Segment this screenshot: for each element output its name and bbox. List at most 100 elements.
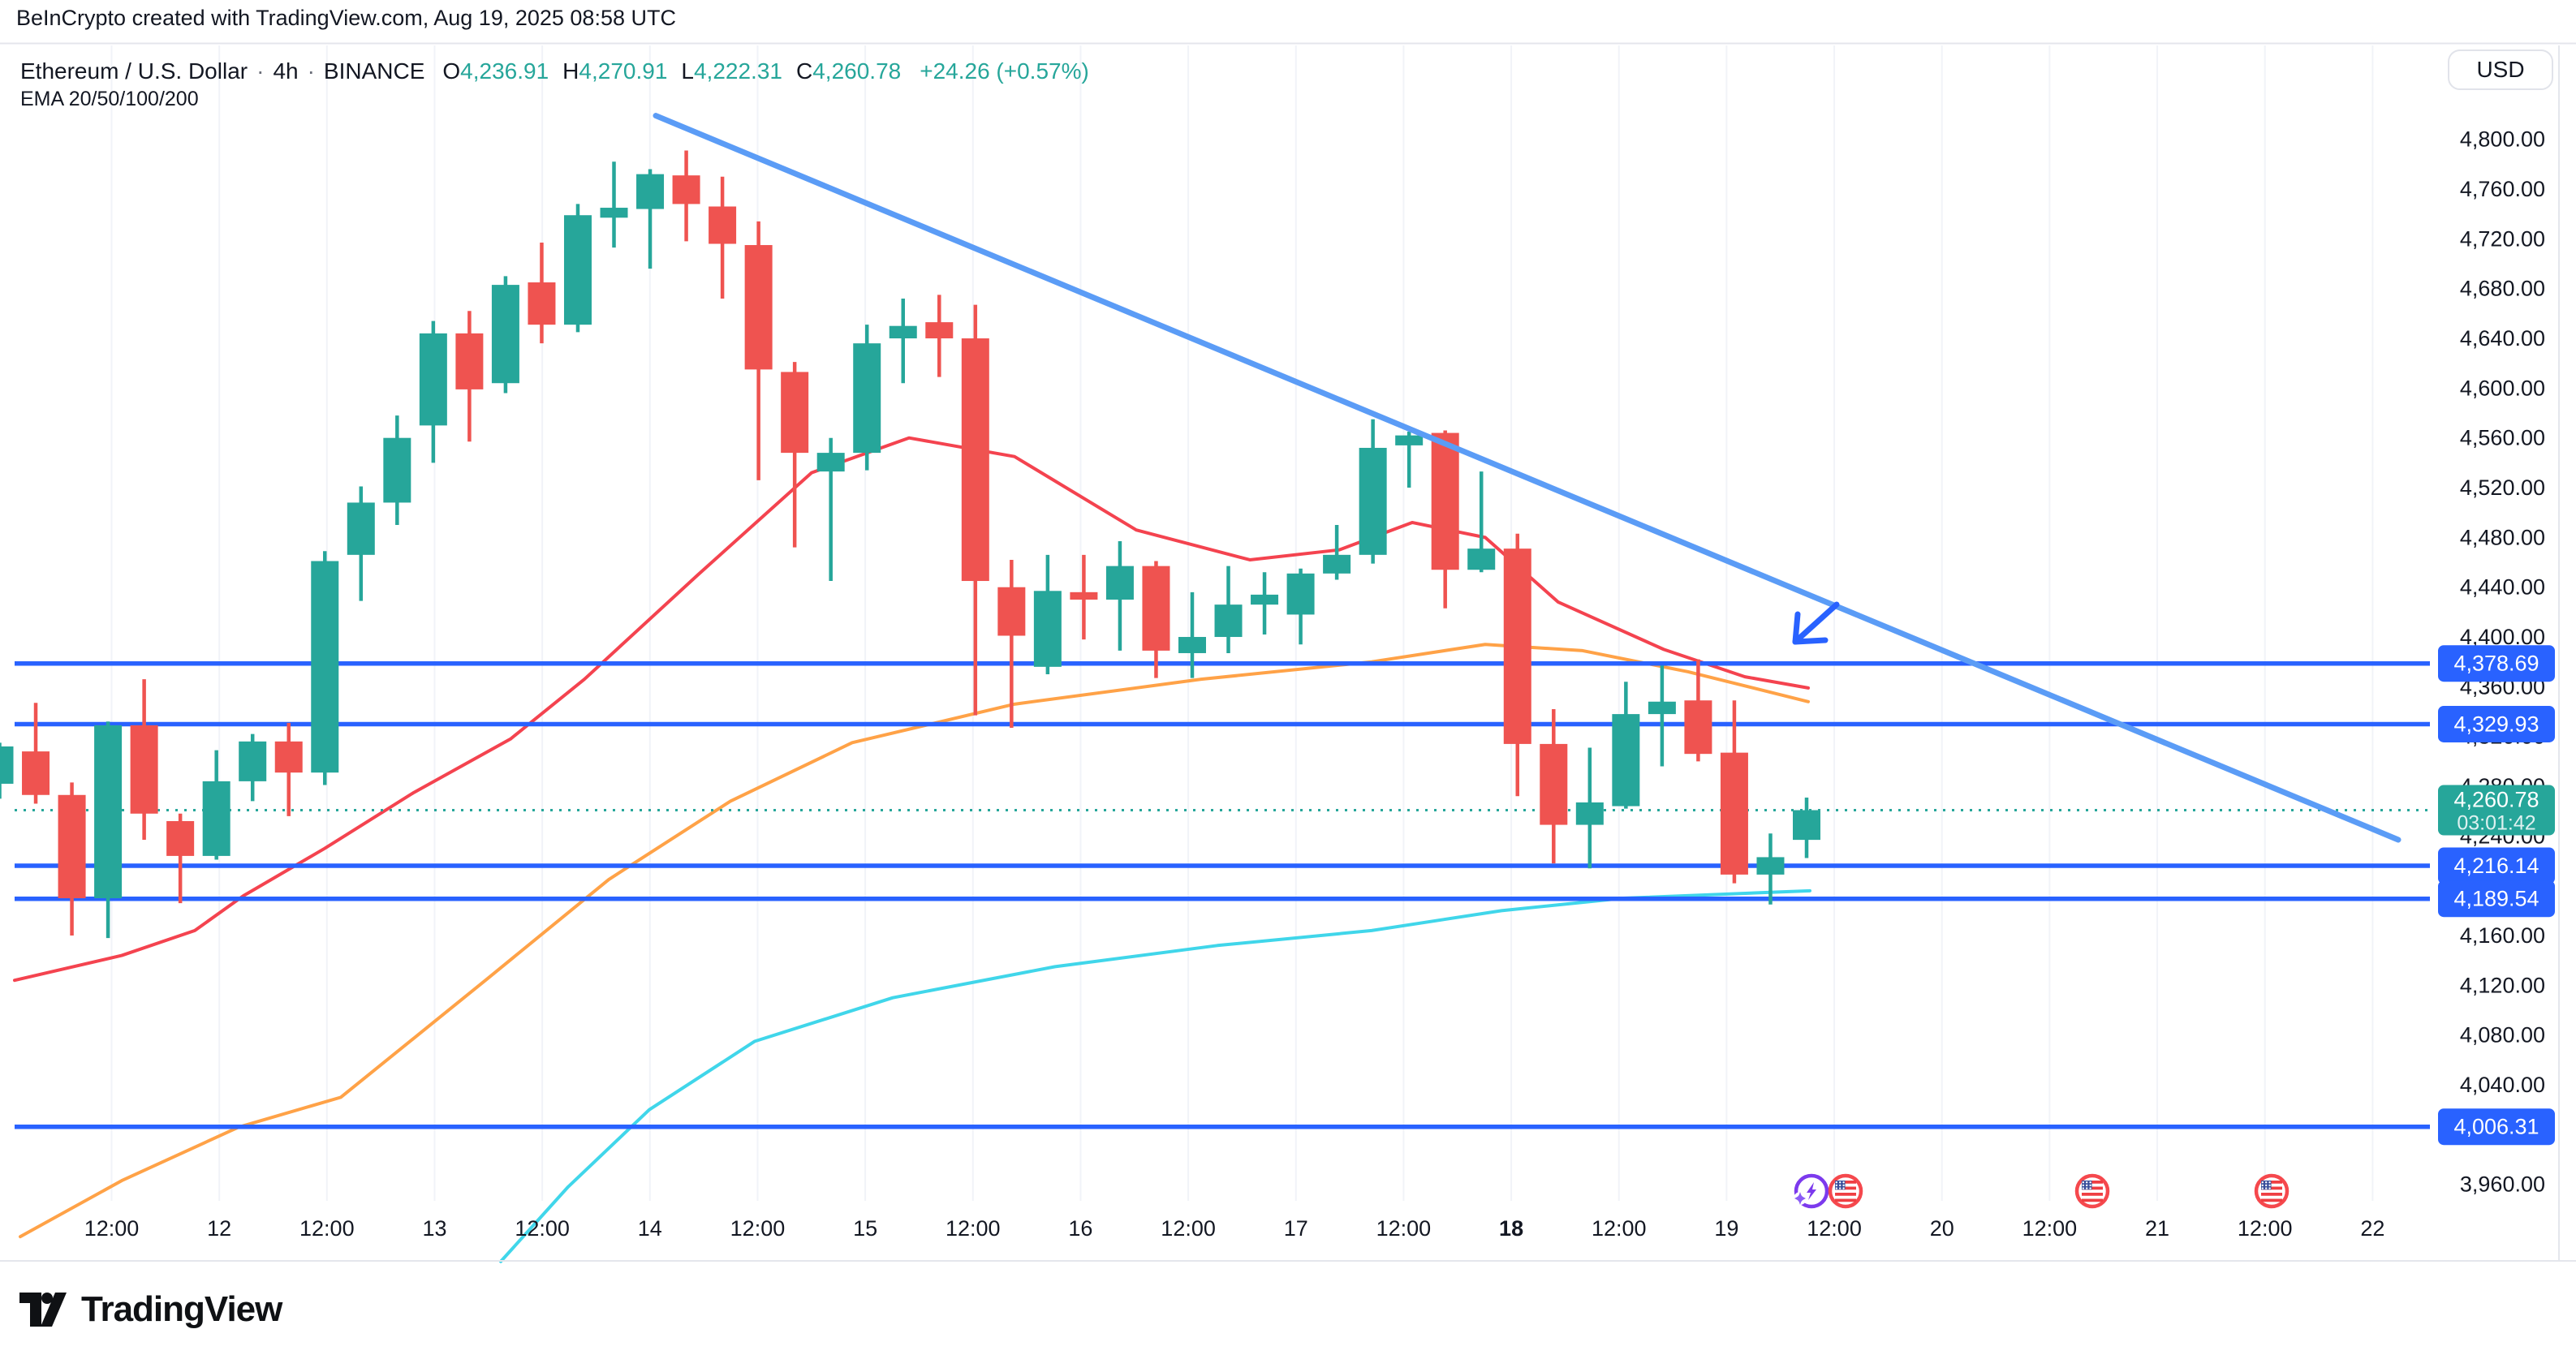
price-axis-label: 4,640.00 (2460, 326, 2545, 351)
flag-stripe (2261, 1186, 2282, 1190)
time-axis-label: 12:00 (84, 1216, 140, 1241)
time-axis-label: 12:00 (946, 1216, 1001, 1241)
candle-body (816, 453, 845, 472)
time-axis-label: 14 (638, 1216, 662, 1241)
flag-star (2082, 1184, 2084, 1187)
flag-star (1835, 1184, 1837, 1187)
price-axis-label: 4,120.00 (2460, 973, 2545, 997)
candle-body (1756, 857, 1785, 875)
last-price-tag-bg (2438, 785, 2555, 836)
price-level-tag-text: 4,329.93 (2453, 712, 2539, 736)
candle-body (853, 343, 881, 454)
time-axis-label: 12:00 (1161, 1216, 1216, 1241)
ai-event-icon[interactable] (1794, 1173, 1829, 1209)
open-label: O (442, 58, 461, 84)
price-axis-label: 4,440.00 (2460, 575, 2545, 600)
indicator-legend[interactable]: EMA 20/50/100/200 (20, 88, 199, 110)
arrow-annotation[interactable] (1792, 601, 1840, 645)
candle-body (274, 741, 303, 773)
candle-body (1033, 591, 1062, 667)
price-axis-label: 4,480.00 (2460, 525, 2545, 549)
candle-body (202, 781, 230, 856)
symbol-header[interactable]: Ethereum / U.S. Dollar · 4h · BINANCE O4… (20, 58, 1089, 84)
descending-trendline[interactable] (653, 113, 2402, 843)
close-value: 4,260.78 (812, 58, 902, 84)
economic-event-icon[interactable] (2254, 1173, 2290, 1209)
high-value: 4,270.91 (579, 58, 668, 84)
last-price-value: 4,260.78 (2453, 788, 2539, 812)
tradingview-logo-glyph (19, 1293, 67, 1327)
flag-stripe (2082, 1186, 2103, 1190)
lightning-bolt-icon (1807, 1182, 1816, 1200)
interval-label: 4h (273, 58, 299, 84)
flag-star (1835, 1187, 1837, 1189)
tradingview-logo[interactable]: TradingView (19, 1289, 282, 1330)
ohlc-readout: O4,236.91 H4,270.91 L4,222.31 C4,260.78 … (442, 58, 1088, 84)
price-level-tag-bg (2438, 645, 2555, 682)
candle-body (563, 215, 592, 325)
flag-star (1839, 1187, 1842, 1189)
flag-star (2089, 1181, 2091, 1184)
flag-star (2086, 1187, 2088, 1189)
price-axis-label: 4,800.00 (2460, 127, 2545, 152)
open-value: 4,236.91 (460, 58, 549, 84)
candle-body (1214, 604, 1243, 638)
price-level-tag: 4,329.93 (2438, 705, 2555, 742)
candle-body (600, 208, 628, 218)
candle-body (1178, 637, 1206, 653)
time-axis[interactable]: 12:00 12 12:00 13 12:00 14 12:00 15 12:00 16 12:00… (84, 1216, 2385, 1241)
flag-star (2265, 1184, 2268, 1187)
flag-star (2265, 1181, 2268, 1184)
flag-stripe (1835, 1193, 1856, 1196)
candle-body (1286, 573, 1315, 615)
candle-body (781, 372, 809, 454)
price-level-tag: 4,378.69 (2438, 645, 2555, 682)
time-axis-label: 12:00 (2238, 1216, 2293, 1241)
candle-body (889, 325, 917, 339)
candle-body (1720, 752, 1748, 875)
price-level-tag: 4,216.14 (2438, 847, 2555, 884)
candle-body (1684, 700, 1712, 755)
candle-body (1359, 447, 1387, 555)
candle-body (22, 751, 50, 795)
flag-stripe (1835, 1198, 1856, 1202)
time-axis-label: 17 (1284, 1216, 1308, 1241)
flag-star (2268, 1187, 2271, 1189)
separator-dot: · (307, 58, 315, 84)
flag-star (2268, 1181, 2271, 1184)
ema-red-50-line (13, 436, 1810, 983)
candle-body (528, 282, 556, 325)
flag-stripe (2082, 1181, 2103, 1184)
candle-body (997, 587, 1026, 636)
time-axis-label: 20 (1930, 1216, 1954, 1241)
price-axis-label: 3,960.00 (2460, 1172, 2545, 1197)
flag-star (2086, 1184, 2088, 1187)
candle-body (491, 285, 519, 384)
flag-ring (1828, 1173, 1863, 1209)
close-label: C (795, 58, 813, 84)
grid-lines (110, 45, 2374, 1201)
price-axis-label: 4,520.00 (2460, 475, 2545, 500)
time-axis-label: 12:00 (1376, 1216, 1432, 1241)
candle-body (0, 746, 14, 784)
candle-body (455, 333, 484, 389)
time-axis-label: 19 (1714, 1216, 1738, 1241)
economic-event-icon[interactable] (1828, 1173, 1863, 1209)
candle-body (1503, 548, 1531, 744)
price-axis-label: 4,600.00 (2460, 376, 2545, 400)
ema-cyan-200-line (499, 888, 1811, 1263)
time-axis-label: 12:00 (299, 1216, 355, 1241)
economic-event-icon[interactable] (2074, 1173, 2110, 1209)
candle-body (1612, 714, 1640, 807)
price-level-tag-text: 4,006.31 (2453, 1115, 2539, 1139)
price-level-tag-bg (2438, 1108, 2555, 1146)
candle-body (166, 820, 195, 856)
flag-star (2261, 1187, 2264, 1189)
currency-toggle-button[interactable]: USD (2448, 49, 2553, 90)
candle-body (1070, 591, 1098, 600)
flag-stripe (2261, 1198, 2282, 1202)
arrow-shaft (1792, 601, 1840, 645)
